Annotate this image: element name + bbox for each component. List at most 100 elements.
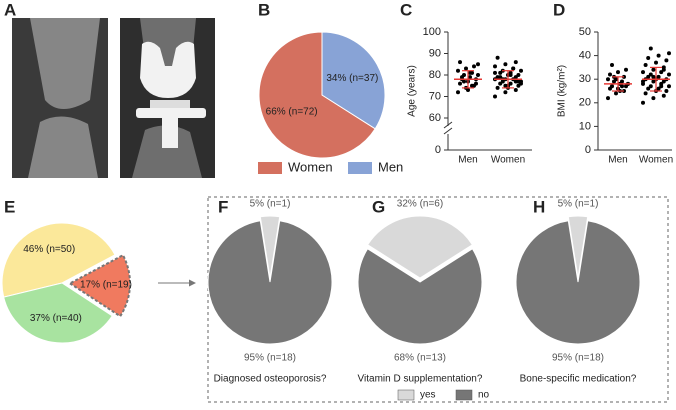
x-tick-label: Women <box>639 155 673 166</box>
y-tick-label: 10 <box>579 120 591 132</box>
data-point <box>466 88 470 93</box>
data-point <box>646 74 651 79</box>
data-point <box>616 70 620 75</box>
slice-label: 46% (n=50) <box>23 244 75 255</box>
data-point <box>503 83 508 88</box>
data-point <box>667 84 671 89</box>
legend-label: Women <box>288 159 333 174</box>
data-point <box>664 89 669 93</box>
x-tick-label: Men <box>608 155 627 166</box>
data-point <box>472 64 476 69</box>
data-point <box>458 60 462 65</box>
x-tick-label: Men <box>458 155 477 166</box>
data-point <box>516 73 521 77</box>
data-point <box>608 72 612 77</box>
legend-label: no <box>478 390 490 401</box>
panel-label: F <box>218 197 228 216</box>
data-point <box>641 70 645 75</box>
y-axis-label: Age (years) <box>407 65 418 117</box>
y-tick-label: 70 <box>429 90 441 102</box>
slice-label: 37% (n=40) <box>30 313 82 324</box>
pie-slice <box>1 222 116 298</box>
data-point <box>606 77 610 82</box>
data-point <box>651 74 656 79</box>
pie-slice <box>321 31 386 130</box>
legend-label: Men <box>378 159 403 174</box>
panel-label: C <box>400 0 412 19</box>
y-tick-label: 60 <box>429 112 441 124</box>
slice-label: 17% (n=19) <box>80 280 132 291</box>
pie-slice <box>68 253 131 318</box>
legend-swatch <box>258 162 282 174</box>
pie-slice <box>366 215 474 279</box>
pie-slice <box>258 31 376 159</box>
legend-swatch <box>397 389 415 401</box>
legend-swatch <box>455 389 473 401</box>
pie-slice <box>515 220 641 345</box>
data-point <box>620 79 624 84</box>
implant-insert <box>150 100 190 108</box>
data-point <box>641 79 645 84</box>
data-point <box>646 86 651 91</box>
panel-label: A <box>4 0 16 19</box>
axis-break <box>443 121 453 129</box>
data-point <box>667 51 671 56</box>
data-point <box>661 93 666 98</box>
legend-label: yes <box>420 390 436 401</box>
implant-femoral <box>140 41 196 98</box>
y-tick-label: 0 <box>435 144 441 156</box>
y-axis-label: BMI (kg/m²) <box>557 65 568 117</box>
arrow-head <box>189 279 196 287</box>
pie-slice <box>207 220 333 345</box>
x-tick-label: Women <box>491 155 525 166</box>
data-point <box>493 64 497 69</box>
data-point <box>513 60 518 65</box>
data-point <box>614 91 618 96</box>
data-point <box>651 67 656 72</box>
data-point <box>470 83 474 88</box>
panel-label: E <box>4 197 15 216</box>
pie-slice <box>259 215 281 279</box>
data-point <box>513 79 518 84</box>
data-point <box>651 79 656 84</box>
data-point <box>648 46 653 51</box>
data-point <box>661 79 666 84</box>
panel-label: B <box>258 0 270 19</box>
data-point <box>624 67 628 72</box>
pie-slice <box>357 248 483 345</box>
data-point <box>456 90 460 95</box>
y-tick-label: 0 <box>585 144 591 156</box>
data-point <box>508 73 513 77</box>
data-point <box>659 70 664 75</box>
data-point <box>476 73 480 77</box>
bone-shape <box>28 18 100 178</box>
slice-label: 66% (n=72) <box>266 106 318 117</box>
slice-label: 95% (n=18) <box>244 353 296 364</box>
data-point <box>474 81 478 86</box>
data-point <box>643 63 648 68</box>
data-point <box>620 84 624 89</box>
y-tick-label: 80 <box>429 69 441 81</box>
implant-stem <box>162 118 178 148</box>
group-box <box>207 196 669 403</box>
panel-label: H <box>533 197 545 216</box>
data-point <box>646 55 651 60</box>
data-point <box>495 85 500 90</box>
slice-label: 68% (n=13) <box>394 353 446 364</box>
data-point <box>464 66 468 71</box>
data-point <box>651 96 656 101</box>
data-point <box>493 70 497 75</box>
y-tick-label: 90 <box>429 47 441 59</box>
data-point <box>476 62 480 67</box>
data-point <box>468 75 472 80</box>
y-tick-label: 100 <box>423 26 441 38</box>
y-tick-label: 50 <box>579 26 591 38</box>
pie-title: Vitamin D supplementation? <box>358 374 483 385</box>
y-tick-label: 40 <box>579 50 591 62</box>
slice-label: 5% (n=1) <box>558 199 599 210</box>
panel-label: D <box>553 0 565 19</box>
data-point <box>511 66 516 71</box>
data-point <box>458 81 462 86</box>
data-point <box>664 58 669 63</box>
slice-label: 32% (n=6) <box>397 199 443 210</box>
